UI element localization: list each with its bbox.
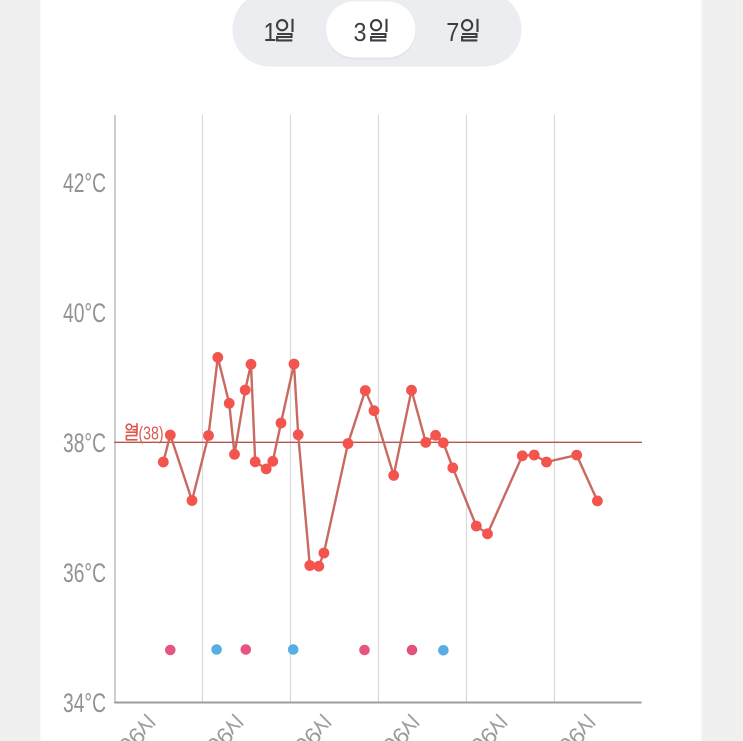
svg-text:42°C: 42°C [63,168,106,198]
svg-text:34°C: 34°C [63,688,106,718]
svg-text:40°C: 40°C [63,298,106,328]
svg-text:3: 3 [354,17,367,47]
svg-text:38°C: 38°C [63,428,106,458]
svg-text:7: 7 [446,17,459,47]
svg-text:36°C: 36°C [63,558,106,588]
svg-text:(38): (38) [139,423,164,444]
svg-text:1: 1 [264,17,277,47]
